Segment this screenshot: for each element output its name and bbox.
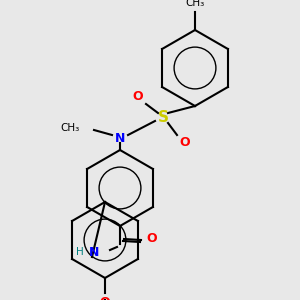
Text: O: O	[133, 89, 143, 103]
Text: N: N	[89, 245, 99, 259]
Text: CH₃: CH₃	[61, 123, 80, 133]
Text: CH₃: CH₃	[185, 0, 205, 8]
Text: O: O	[180, 136, 190, 149]
Text: S: S	[158, 110, 169, 125]
Text: N: N	[115, 131, 125, 145]
Text: O: O	[147, 232, 157, 245]
Text: H: H	[76, 247, 84, 257]
Text: O: O	[100, 296, 110, 300]
